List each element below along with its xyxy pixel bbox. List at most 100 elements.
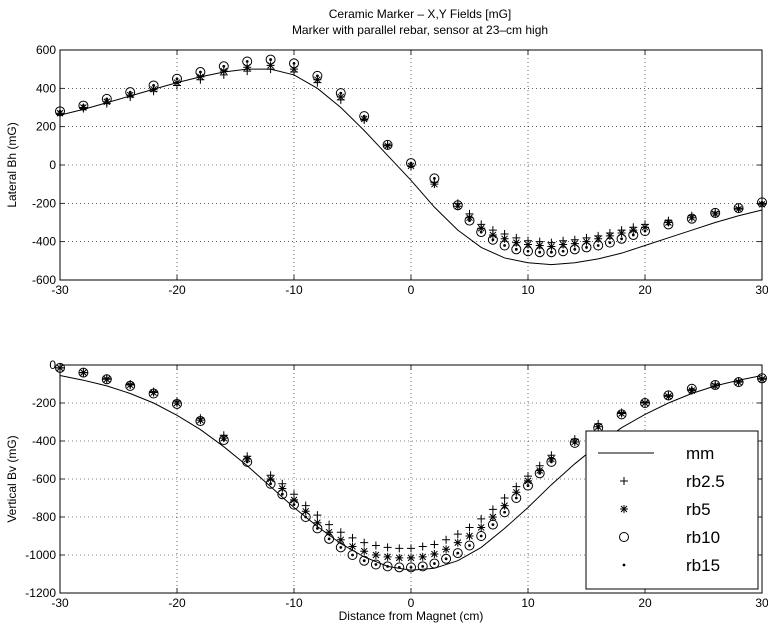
data-point-rb15: [105, 377, 109, 381]
data-point-rb5: [243, 455, 252, 464]
series-rb15: [58, 58, 764, 254]
series-rb10: [55, 54, 767, 258]
legend-swatch-rb10: [619, 532, 629, 542]
data-point-rb15: [585, 246, 588, 249]
data-point-rb10: [289, 58, 299, 69]
data-point-rb10: [78, 367, 89, 378]
data-point-rb10: [476, 227, 487, 238]
data-point-rb15: [596, 426, 600, 430]
data-point-rb10: [487, 234, 498, 245]
data-point-rb15: [152, 392, 156, 395]
data-point-rb15: [737, 206, 740, 210]
data-point-rb10: [452, 548, 463, 559]
data-point-rb10: [441, 553, 452, 564]
legend: mm rb2.5 rb5 rb10 rb15: [585, 430, 759, 590]
data-point-rb15: [245, 60, 249, 63]
y-tick-label: -200: [32, 396, 56, 410]
x-tick-label: 10: [521, 596, 535, 610]
data-point-rb5: [290, 65, 298, 74]
data-point-rb10: [604, 237, 615, 248]
legend-label-rb10: rb10: [686, 528, 720, 547]
data-point-rb10: [394, 562, 405, 573]
data-point-rb5: [360, 115, 369, 123]
data-point-rb10: [452, 200, 463, 211]
data-point-rb5: [512, 488, 521, 497]
data-point-rb10: [569, 437, 580, 448]
data-point-rb10: [686, 383, 697, 394]
data-point-rb15: [409, 161, 413, 165]
data-point-rb15: [468, 544, 471, 547]
data-point-rb15: [316, 74, 319, 78]
data-point-rb15: [503, 244, 506, 247]
data-point-rb5: [477, 523, 486, 532]
data-point-rb10: [558, 246, 569, 257]
data-point-rb10: [710, 207, 721, 218]
top-panel: -30 -20 -10 0 10 20 30 -600 -400 -200 0 200 400 600 La…: [5, 43, 768, 297]
data-point-rb10: [534, 468, 545, 479]
bottom-panel: -30 -20 -10 0 10 20 30 -1200 -1000 -800 -600 -400 -2…: [5, 358, 768, 623]
data-point-rb10: [640, 398, 650, 408]
data-point-rb10: [125, 380, 136, 391]
data-point-rb5: [500, 234, 509, 243]
data-point-rb5: [149, 85, 158, 94]
data-point-rb10: [628, 229, 639, 240]
data-point-rb15: [374, 563, 378, 566]
legend-swatch-rb15: [622, 563, 626, 567]
data-point-rb10: [616, 409, 627, 420]
data-point-rb10: [406, 562, 416, 573]
legend-label-rb15: rb15: [686, 556, 720, 575]
data-point-rb10: [429, 173, 440, 184]
y-tick-label: 400: [36, 81, 56, 95]
data-point-rb10: [101, 93, 112, 104]
data-point-rb2.5: [383, 543, 392, 552]
x-tick-label: -10: [285, 283, 303, 297]
data-point-rb15: [386, 565, 389, 568]
data-point-rb15: [667, 394, 670, 397]
data-point-rb5: [500, 501, 509, 510]
x-tick-label: 10: [521, 283, 535, 297]
y-tick-label: -800: [32, 510, 56, 524]
data-point-rb10: [265, 54, 276, 65]
data-point-rb5: [407, 553, 415, 562]
data-point-rb15: [292, 503, 296, 507]
data-point-rb10: [616, 233, 627, 244]
data-point-rb10: [733, 203, 744, 214]
data-point-rb2.5: [442, 535, 451, 544]
data-point-rb5: [430, 550, 439, 559]
data-point-rb15: [280, 492, 284, 496]
data-point-rb10: [312, 523, 323, 534]
data-point-rb10: [511, 244, 522, 255]
data-point-rb15: [538, 471, 542, 475]
data-point-rb10: [663, 390, 674, 401]
data-point-rb10: [593, 240, 604, 251]
data-point-rb10: [499, 507, 510, 518]
data-point-rb5: [535, 241, 544, 250]
y-tick-label: 600: [36, 43, 56, 57]
data-point-rb10: [335, 88, 346, 99]
data-point-rb2.5: [465, 523, 474, 532]
data-point-rb2.5: [430, 540, 439, 549]
data-point-rb5: [605, 231, 614, 240]
x-tick-label: -30: [51, 283, 69, 297]
data-point-rb15: [362, 559, 366, 563]
x-tick-label: -20: [168, 283, 186, 297]
data-point-rb15: [514, 496, 518, 500]
data-point-rb5: [313, 75, 322, 84]
data-point-rb10: [464, 540, 475, 551]
data-point-rb2.5: [453, 530, 462, 539]
x-tick-label: 20: [638, 283, 652, 297]
data-point-rb15: [327, 537, 331, 541]
data-point-rb10: [172, 73, 182, 84]
data-point-rb10: [324, 533, 335, 544]
data-point-rb15: [456, 203, 460, 207]
data-point-rb10: [125, 87, 136, 98]
data-point-rb5: [664, 218, 673, 227]
data-point-rb15: [550, 460, 553, 464]
data-point-rb5: [243, 63, 252, 72]
data-point-rb10: [265, 478, 276, 489]
y-tick-label: -600: [32, 472, 56, 486]
data-point-rb15: [339, 546, 343, 549]
data-point-rb5: [102, 97, 111, 106]
data-point-rb15: [573, 441, 577, 445]
